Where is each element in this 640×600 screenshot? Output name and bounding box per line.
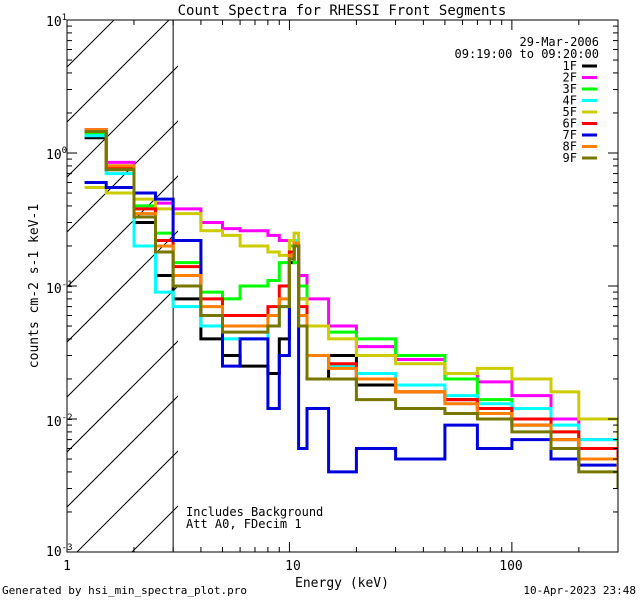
x-tick-label-100: 100 [499,559,522,574]
legend-label-2F: 2F [563,71,577,85]
y-tick-label-1e-2: 10-2 [46,413,73,430]
hatch-line [76,450,178,552]
chart-title: Count Spectra for RHESSI Front Segments [178,3,507,19]
x-tick-label-1: 1 [63,559,71,574]
series-2F [84,128,618,466]
hatch-line [67,340,178,453]
legend-label-6F: 6F [563,117,577,131]
series-9F [84,130,618,489]
series-7F [84,181,618,489]
legend-label-1F: 1F [563,59,577,73]
legend-label-4F: 4F [563,94,577,108]
excluded-region-hatch [0,0,178,552]
axis-ticks [66,20,619,553]
y-tick-label-1e-3: 10-3 [46,543,73,560]
footer-generated-by: Generated by hsi_min_spectra_plot.pro [2,584,247,597]
hatch-line [0,0,107,552]
legend-date: 29-Mar-2006 [520,35,599,49]
hatch-line [67,20,170,123]
hatch-line [67,285,178,398]
hatch-line [67,20,115,68]
series-layer [84,128,618,489]
footer-timestamp: 10-Apr-2023 23:48 [523,584,636,597]
legend-label-3F: 3F [563,82,577,96]
y-tick-label-1e1: 101 [46,13,67,30]
annotation-attenuator: Att A0, FDecim 1 [186,517,302,531]
legend-label-9F: 9F [563,151,577,165]
legend-label-5F: 5F [563,105,577,119]
series-6F [84,130,618,466]
annotation-background: Includes Background [186,505,323,519]
hatch-line [67,395,178,508]
hatch-line [67,65,178,178]
legend-label-7F: 7F [563,128,577,142]
y-axis-label: counts cm-2 s-1 keV-1 [27,204,42,368]
x-tick-label-10: 10 [285,559,301,574]
y-tick-label-1e0: 100 [46,146,67,163]
series-3F [84,132,618,472]
x-axis-label: Energy (keV) [295,576,389,591]
legend-time-range: 09:19:00 to 09:20:00 [455,47,600,61]
hatch-line [67,175,178,288]
hatch-line [67,230,178,343]
series-8F [84,128,618,480]
legend-label-8F: 8F [563,140,577,154]
series-4F [84,134,618,466]
y-tick-label-1e-1: 10-1 [46,280,73,297]
